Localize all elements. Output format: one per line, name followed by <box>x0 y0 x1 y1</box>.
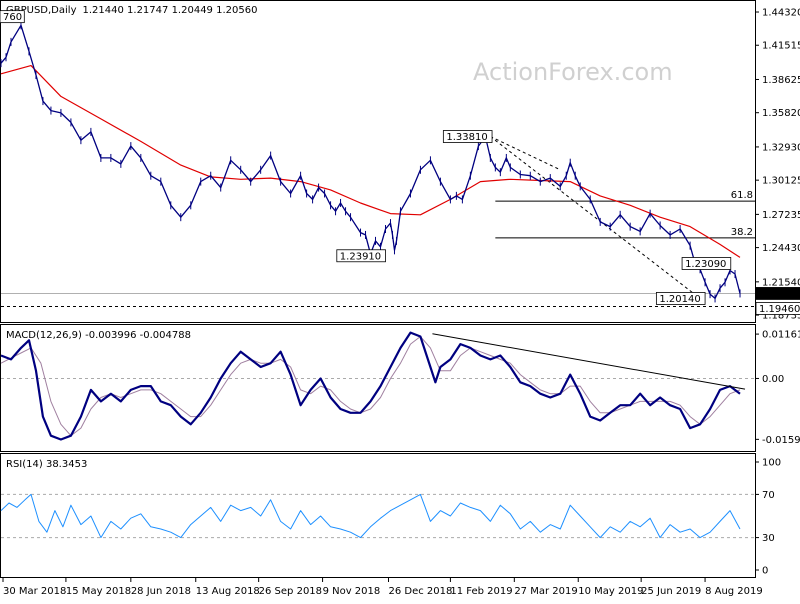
callout-label: 1.33810 <box>446 132 487 143</box>
macd-panel-frame <box>0 324 756 452</box>
x-axis: 30 Mar 2018 15 May 2018 28 Jun 2018 13 Aug … <box>2 578 763 597</box>
main-y-tick-label: 1.18735 <box>762 311 800 322</box>
callout-label-box <box>655 292 706 305</box>
callout-label: 1.23090 <box>685 259 726 270</box>
support-price-label: 1.19460 <box>759 304 800 315</box>
main-title: GBPUSD,Daily 1.21440 1.21747 1.20449 1.20… <box>6 5 257 16</box>
callout-label-box <box>0 10 25 24</box>
main-y-tick-label: 1.21540 <box>762 277 800 288</box>
rsi-y-tick-label: 0 <box>762 566 768 577</box>
main-y-tick-label: 1.38625 <box>762 75 800 86</box>
main-y-tick-label: 1.32930 <box>762 142 800 153</box>
main-panel-frame <box>0 0 756 323</box>
x-tick-label: 10 May 2019 <box>578 586 643 597</box>
x-tick-label: 8 Aug 2019 <box>705 586 763 597</box>
main-y-tick-label: 1.41515 <box>762 41 800 52</box>
x-tick-label: 13 Aug 2018 <box>196 586 260 597</box>
callout-label-box <box>442 130 493 143</box>
x-tick-label: 30 Mar 2018 <box>3 586 66 597</box>
macd-plot: 0.011619 0.00 -0.015949 <box>0 330 800 446</box>
callout-label-box <box>336 249 386 263</box>
callout-label-box <box>681 257 732 270</box>
price-series-line <box>0 24 741 300</box>
main-y-tick-label: 1.27235 <box>762 210 800 221</box>
main-y-tick-label: 1.30125 <box>762 176 800 187</box>
rsi-panel-frame <box>0 453 756 578</box>
macd-signal-line <box>0 336 741 437</box>
macd-trend-line <box>432 333 746 390</box>
x-tick-label: 28 Jun 2018 <box>131 586 191 597</box>
macd-y-tick-label: 0.00 <box>762 374 784 385</box>
x-tick-label: 11 Feb 2019 <box>450 586 512 597</box>
x-tick-label: 25 Jun 2019 <box>641 586 701 597</box>
x-tick-label: 27 Mar 2019 <box>514 586 577 597</box>
ma-series-line <box>0 64 741 258</box>
main-y-axis: 1.44320 1.41515 1.38625 1.35820 1.32930 1.301… <box>755 8 800 322</box>
callout-label: 1.23910 <box>340 251 381 262</box>
channel-line <box>490 136 561 171</box>
macd-y-tick-label: -0.015949 <box>762 435 800 446</box>
callout-label: 1.20140 <box>659 294 700 305</box>
main-y-tick-label: 1.35820 <box>762 108 800 119</box>
rsi-y-tick-label: 30 <box>762 533 775 544</box>
x-tick-label: 9 Nov 2018 <box>323 586 381 597</box>
macd-line <box>0 331 741 441</box>
macd-title: MACD(12,26,9) -0.003996 -0.004788 <box>6 330 191 341</box>
channel-line <box>490 136 701 299</box>
x-tick-label: 15 May 2018 <box>66 586 131 597</box>
rsi-plot: 100 70 30 0 <box>0 458 781 577</box>
watermark: ActionForex.com <box>473 58 673 86</box>
rsi-title: RSI(14) 38.3453 <box>6 459 87 470</box>
main-y-tick-label: 1.44320 <box>762 8 800 19</box>
fib-label: 38.2 <box>731 227 753 238</box>
main-y-tick-label: 1.24430 <box>762 243 800 254</box>
x-tick-label: 26 Dec 2018 <box>388 586 452 597</box>
fib-label: 61.8 <box>731 190 753 201</box>
current-price-label: 1.20560 <box>759 289 800 300</box>
current-price-label-box <box>755 287 800 300</box>
x-tick-label: 26 Sep 2018 <box>259 586 322 597</box>
rsi-line <box>0 493 741 539</box>
main-plot: 61.8 38.2 760 1.33810 1.23910 1.23090 1.20140 <box>0 10 755 307</box>
rsi-y-tick-label: 70 <box>762 490 775 501</box>
rsi-y-tick-label: 100 <box>762 458 781 469</box>
macd-y-tick-label: 0.011619 <box>762 330 800 341</box>
callout-label: 760 <box>3 12 22 23</box>
support-price-label-box <box>755 302 800 315</box>
